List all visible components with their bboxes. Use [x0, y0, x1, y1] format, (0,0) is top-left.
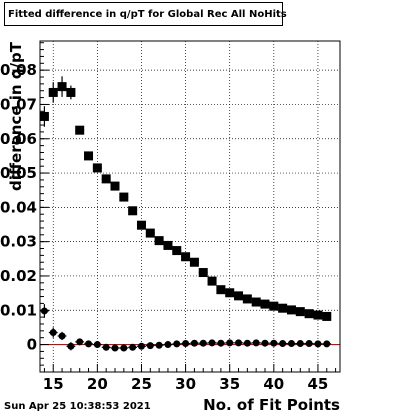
circle-marker	[217, 339, 225, 347]
circle-marker	[58, 332, 66, 340]
square-marker	[119, 192, 129, 202]
x-axis-title: No. of Fit Points	[203, 396, 340, 414]
circle-marker	[67, 342, 75, 350]
square-marker	[84, 151, 94, 161]
x-tick-label: 35	[219, 375, 240, 393]
x-tick-label: 30	[175, 375, 196, 393]
x-tick-label: 45	[308, 375, 329, 393]
frame-background	[40, 41, 340, 372]
y-tick-label: 0.03	[0, 233, 37, 251]
circle-marker	[111, 344, 119, 352]
square-marker	[251, 297, 261, 307]
square-marker	[198, 268, 208, 278]
circle-marker	[76, 338, 84, 346]
square-marker	[295, 307, 305, 317]
square-marker	[322, 311, 332, 321]
square-marker	[110, 181, 120, 191]
square-marker	[163, 240, 173, 250]
circle-marker	[173, 340, 181, 348]
plot-frame	[39, 40, 341, 373]
square-marker	[128, 206, 138, 216]
circle-marker	[252, 339, 260, 347]
x-tick-label: 40	[263, 375, 284, 393]
square-marker	[145, 228, 155, 238]
circle-marker	[261, 339, 269, 347]
circle-marker	[137, 342, 145, 350]
circle-marker	[40, 307, 48, 315]
y-tick-label: 0.01	[0, 301, 37, 319]
square-marker	[154, 236, 164, 246]
square-marker	[225, 288, 235, 298]
square-marker	[242, 294, 252, 304]
circle-marker	[226, 339, 234, 347]
square-marker	[216, 285, 226, 295]
tick-layer: 15 20 25 30 35 40 45 0 0.01 0.02 0.03 0.04 0.05 0.06 0…	[0, 42, 337, 393]
circle-marker	[199, 339, 207, 347]
circle-marker	[102, 343, 110, 351]
square-marker	[269, 301, 279, 311]
grid-layer	[40, 41, 340, 372]
y-tick-label: 0.05	[0, 164, 37, 182]
square-marker	[75, 125, 85, 135]
square-marker	[57, 82, 67, 92]
square-marker	[39, 111, 49, 121]
circle-marker	[129, 343, 137, 351]
circle-marker	[208, 339, 216, 347]
circle-marker	[279, 340, 287, 348]
square-marker	[136, 220, 146, 230]
square-marker	[172, 246, 182, 256]
circle-marker	[243, 339, 251, 347]
circle-marker	[85, 340, 93, 348]
circle-marker	[164, 341, 172, 349]
footer-timestamp: Sun Apr 25 10:38:53 2021	[4, 401, 151, 412]
square-marker	[260, 299, 270, 309]
chart-title-box: Fitted difference in q/pT for Global Rec…	[4, 2, 287, 26]
circle-marker	[155, 341, 163, 349]
circle-marker	[305, 340, 313, 348]
chart-title: Fitted difference in q/pT for Global Rec…	[8, 8, 287, 20]
data-layer	[39, 76, 332, 352]
circle-marker	[182, 340, 190, 348]
circle-marker	[270, 339, 278, 347]
y-tick-label: 0.02	[0, 267, 37, 285]
y-tick-label: 0.07	[0, 95, 37, 113]
square-marker	[66, 87, 76, 97]
square-marker	[181, 252, 191, 262]
square-marker	[189, 257, 199, 267]
circle-marker	[287, 340, 295, 348]
x-tick-label: 15	[43, 375, 64, 393]
square-marker	[304, 309, 314, 319]
circle-marker	[235, 339, 243, 347]
y-axis-title: difference in q/pT	[7, 41, 25, 191]
square-marker	[92, 163, 102, 173]
circle-marker	[120, 344, 128, 352]
square-marker	[234, 291, 244, 301]
circle-marker	[49, 329, 57, 337]
square-marker	[101, 174, 111, 184]
x-tick-label: 25	[131, 375, 152, 393]
circle-marker	[323, 340, 331, 348]
y-tick-label: 0.06	[0, 130, 37, 148]
square-marker	[207, 276, 217, 286]
square-marker	[48, 87, 58, 97]
circle-marker	[296, 340, 304, 348]
x-tick-label: 20	[87, 375, 108, 393]
y-tick-label: 0.08	[0, 61, 37, 79]
circle-marker	[190, 339, 198, 347]
circle-marker	[93, 341, 101, 349]
y-tick-label: 0	[27, 336, 37, 354]
square-marker	[278, 303, 288, 313]
y-tick-label: 0.04	[0, 198, 37, 216]
square-marker	[313, 310, 323, 320]
circle-marker	[146, 342, 154, 350]
square-marker	[286, 305, 296, 315]
circle-marker	[314, 340, 322, 348]
